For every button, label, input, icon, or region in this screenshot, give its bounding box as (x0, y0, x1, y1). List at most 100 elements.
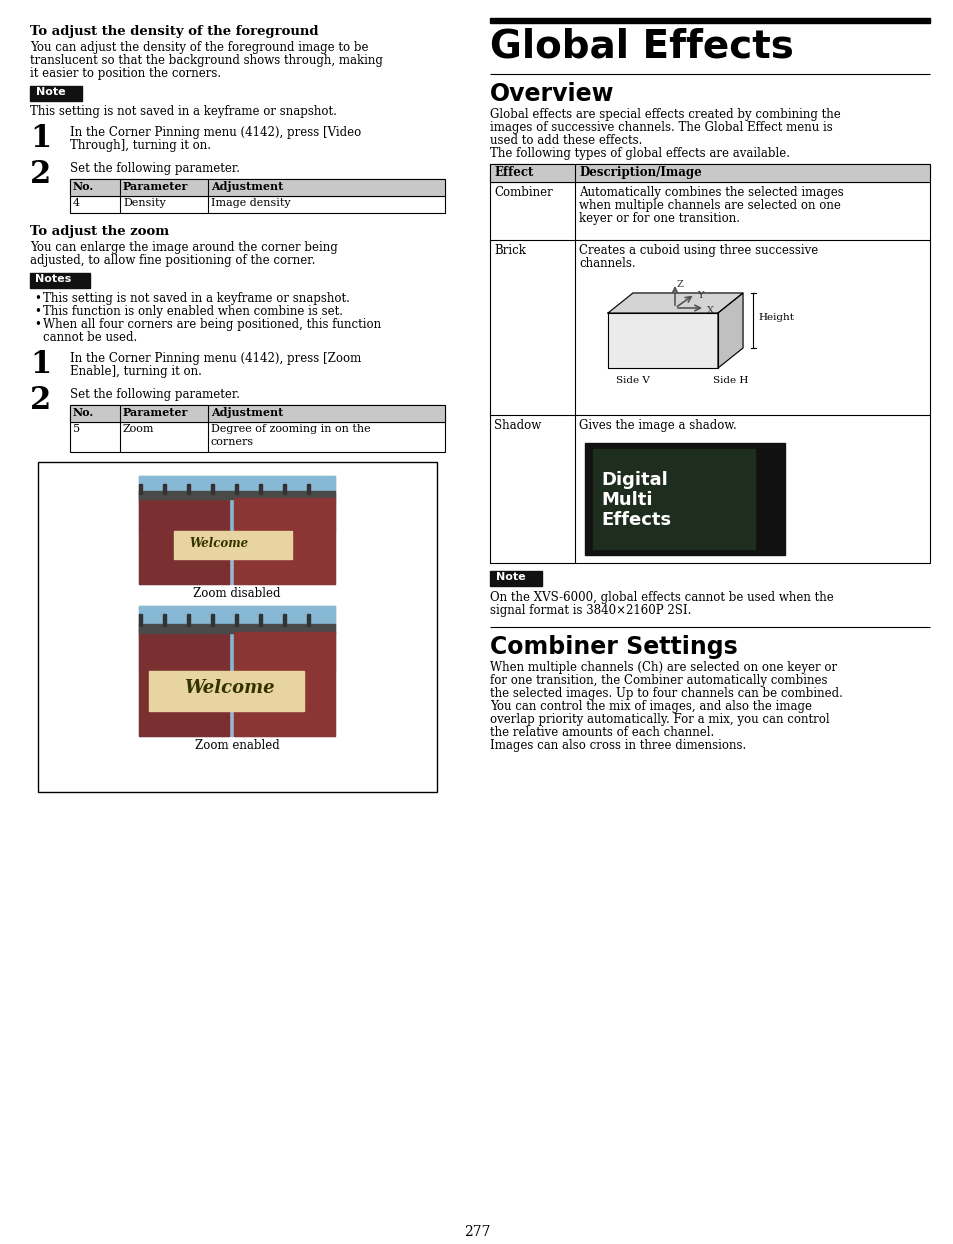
Bar (139, 628, 229, 736)
Text: This function is only enabled when combine is set.: This function is only enabled when combi… (43, 305, 343, 318)
Polygon shape (607, 294, 742, 313)
Text: 2: 2 (30, 384, 51, 415)
Text: Note: Note (36, 87, 66, 97)
Text: This setting is not saved in a keyframe or snapshot.: This setting is not saved in a keyframe … (30, 104, 336, 118)
Bar (307, 615, 310, 626)
Text: cannot be used.: cannot be used. (43, 331, 137, 345)
Bar (139, 606, 335, 736)
Text: Image density: Image density (211, 198, 291, 208)
Bar (139, 606, 335, 671)
Bar (234, 615, 237, 626)
Text: adjusted, to allow fine positioning of the corner.: adjusted, to allow fine positioning of t… (30, 254, 315, 267)
Text: Set the following parameter.: Set the following parameter. (70, 388, 240, 401)
Text: it easier to position the corners.: it easier to position the corners. (30, 67, 221, 80)
Text: Global Effects: Global Effects (490, 29, 793, 66)
Text: keyer or for one transition.: keyer or for one transition. (578, 211, 740, 225)
Text: Zoom enabled: Zoom enabled (194, 739, 279, 753)
Text: Parameter: Parameter (123, 407, 188, 418)
Bar (283, 615, 286, 626)
Text: used to add these effects.: used to add these effects. (490, 134, 641, 147)
Text: Images can also cross in three dimensions.: Images can also cross in three dimension… (490, 739, 745, 753)
Text: You can control the mix of images, and also the image: You can control the mix of images, and a… (490, 700, 811, 713)
Bar (149, 671, 304, 712)
Text: •: • (34, 292, 41, 305)
Bar (283, 484, 286, 494)
Bar (490, 17, 929, 22)
Text: 4: 4 (73, 198, 80, 208)
Text: images of successive channels. The Global Effect menu is: images of successive channels. The Globa… (490, 121, 832, 134)
Text: 5: 5 (73, 424, 80, 434)
Bar (593, 449, 754, 549)
Text: Through], turning it on.: Through], turning it on. (70, 139, 211, 152)
Polygon shape (718, 294, 742, 368)
Text: Shadow: Shadow (494, 419, 540, 432)
Bar (70, 406, 444, 422)
Bar (70, 406, 444, 452)
Bar (187, 615, 190, 626)
Text: Combiner: Combiner (494, 187, 552, 199)
Bar (173, 531, 292, 559)
Text: Enable], turning it on.: Enable], turning it on. (70, 364, 202, 378)
Text: The following types of global effects are available.: The following types of global effects ar… (490, 147, 789, 160)
Bar (139, 494, 229, 583)
Text: corners: corners (211, 437, 253, 447)
Bar (490, 571, 541, 586)
Text: the relative amounts of each channel.: the relative amounts of each channel. (490, 726, 714, 739)
Text: Brick: Brick (494, 244, 525, 258)
Bar (307, 484, 310, 494)
Bar (211, 615, 213, 626)
Text: the selected images. Up to four channels can be combined.: the selected images. Up to four channels… (490, 687, 842, 700)
Text: Note: Note (496, 572, 525, 582)
Text: 1: 1 (30, 123, 51, 154)
Text: Zoom: Zoom (123, 424, 154, 434)
Text: Height: Height (758, 313, 793, 322)
Text: Automatically combines the selected images: Automatically combines the selected imag… (578, 187, 842, 199)
Text: Effect: Effect (494, 165, 533, 179)
Bar (139, 476, 335, 583)
Text: No.: No. (73, 180, 94, 192)
Text: Side V: Side V (616, 376, 649, 384)
Text: Zoom disabled: Zoom disabled (193, 587, 280, 600)
Bar (139, 615, 142, 626)
Text: In the Corner Pinning menu (4142), press [Video: In the Corner Pinning menu (4142), press… (70, 126, 361, 139)
Bar (234, 484, 237, 494)
Bar (163, 615, 166, 626)
Text: Description/Image: Description/Image (578, 165, 701, 179)
Text: Global effects are special effects created by combining the: Global effects are special effects creat… (490, 108, 840, 121)
Text: To adjust the zoom: To adjust the zoom (30, 225, 169, 238)
Text: To adjust the density of the foreground: To adjust the density of the foreground (30, 25, 318, 39)
Text: when multiple channels are selected on one: when multiple channels are selected on o… (578, 199, 840, 211)
Polygon shape (607, 313, 718, 368)
Bar (258, 484, 262, 494)
Bar (139, 624, 335, 633)
Text: You can enlarge the image around the corner being: You can enlarge the image around the cor… (30, 241, 337, 254)
Text: Set the following parameter.: Set the following parameter. (70, 162, 240, 175)
Bar (38, 462, 436, 792)
Bar (70, 179, 444, 213)
Text: •: • (34, 305, 41, 318)
Text: Adjustment: Adjustment (211, 407, 283, 418)
Text: for one transition, the Combiner automatically combines: for one transition, the Combiner automat… (490, 674, 826, 687)
Bar (139, 476, 335, 531)
Bar (490, 164, 929, 182)
Text: Effects: Effects (600, 511, 670, 529)
Bar (233, 498, 335, 583)
Bar (139, 484, 142, 494)
Text: When all four corners are being positioned, this function: When all four corners are being position… (43, 318, 381, 331)
Bar (139, 491, 335, 499)
Bar (30, 272, 90, 289)
Text: 2: 2 (30, 159, 51, 190)
Text: translucent so that the background shows through, making: translucent so that the background shows… (30, 53, 382, 67)
Text: overlap priority automatically. For a mix, you can control: overlap priority automatically. For a mi… (490, 713, 829, 726)
Bar (258, 615, 262, 626)
Text: On the XVS-6000, global effects cannot be used when the: On the XVS-6000, global effects cannot b… (490, 591, 833, 605)
Text: 277: 277 (463, 1225, 490, 1239)
Text: In the Corner Pinning menu (4142), press [Zoom: In the Corner Pinning menu (4142), press… (70, 352, 361, 364)
Text: Density: Density (123, 198, 166, 208)
Text: channels.: channels. (578, 258, 635, 270)
Bar (211, 484, 213, 494)
Text: Adjustment: Adjustment (211, 180, 283, 192)
Bar (187, 484, 190, 494)
Text: Side H: Side H (713, 376, 748, 384)
Text: 1: 1 (30, 350, 51, 379)
